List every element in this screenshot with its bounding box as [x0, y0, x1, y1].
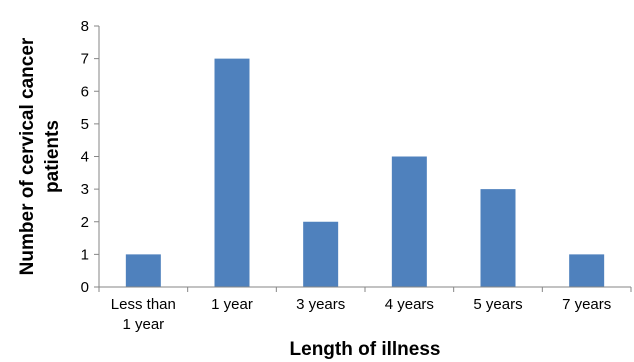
- y-tick-label: 2: [81, 214, 89, 231]
- y-tick-label: 5: [81, 116, 89, 133]
- bar: [214, 58, 250, 287]
- y-axis-ticks: 0 1 2 3 4 5 6 7 8: [81, 18, 99, 296]
- y-tick-label: 4: [81, 149, 89, 166]
- y-axis-title-line: patients: [42, 120, 63, 193]
- y-axis-title-line: Number of cervical cancer: [17, 37, 38, 275]
- y-tick-label: 8: [81, 18, 89, 35]
- x-axis-ticks: Less than 1 year 1 year 3 years 4 years 5 yea…: [98, 287, 632, 333]
- bar: [125, 254, 161, 287]
- bar: [480, 189, 516, 287]
- x-axis-title: Length of illness: [290, 339, 441, 360]
- x-tick-label: 3 years: [296, 296, 345, 313]
- axes: [98, 26, 631, 288]
- x-tick-label: 1 year: [122, 316, 164, 333]
- x-tick-label: Less than: [111, 296, 176, 313]
- y-tick-label: 1: [81, 246, 89, 263]
- bar: [391, 156, 427, 287]
- y-tick-label: 6: [81, 83, 89, 100]
- y-axis-title: Number of cervical cancer patients: [17, 37, 63, 275]
- y-tick-label: 7: [81, 51, 89, 68]
- y-tick-label: 3: [81, 181, 89, 198]
- x-tick-label: 4 years: [385, 296, 434, 313]
- x-tick-label: 1 year: [211, 296, 253, 313]
- bar: [569, 254, 605, 287]
- y-tick-label: 0: [81, 279, 89, 296]
- bars: [125, 58, 605, 287]
- x-tick-label: 5 years: [473, 296, 522, 313]
- bar: [303, 221, 339, 287]
- x-tick-label: 7 years: [562, 296, 611, 313]
